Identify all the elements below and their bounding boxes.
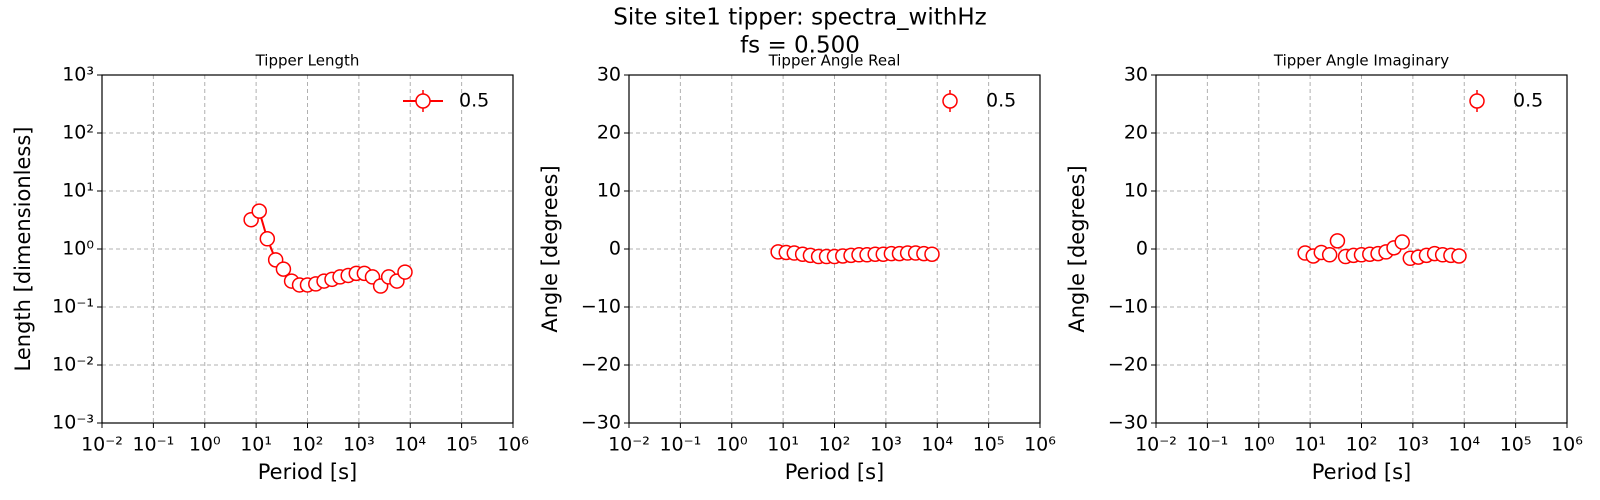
- x-tick-label: 10²: [819, 434, 851, 456]
- legend-marker: [942, 93, 958, 109]
- legend-label: 0.5: [986, 90, 1016, 112]
- legend-label: 0.5: [1513, 90, 1543, 112]
- x-axis-label: Period [s]: [785, 460, 884, 484]
- x-tick-label: 10⁶: [497, 434, 529, 456]
- x-tick-label: 10⁵: [446, 434, 478, 456]
- x-tick-label: 10¹: [767, 434, 799, 456]
- x-tick-label: 10³: [343, 434, 375, 456]
- x-tick-label: 10⁶: [1024, 434, 1056, 456]
- y-tick-label: 10⁻³: [52, 412, 94, 434]
- y-tick-label: 10: [597, 180, 621, 202]
- x-tick-label: 10⁻²: [608, 434, 650, 456]
- subplot-title: Tipper Angle Real: [768, 52, 901, 70]
- y-tick-label: 10: [1124, 180, 1148, 202]
- x-tick-label: 10⁵: [973, 434, 1005, 456]
- x-tick-label: 10¹: [240, 434, 272, 456]
- x-axis-label: Period [s]: [258, 460, 357, 484]
- plot-frame: [628, 74, 1041, 424]
- x-tick-label: 10⁰: [1243, 434, 1275, 456]
- legend-marker: [1469, 93, 1485, 109]
- y-axis-label: Angle [degrees]: [538, 165, 562, 332]
- figure-subtitle: fs = 0.500: [740, 33, 860, 59]
- y-tick-label: 30: [597, 64, 621, 86]
- x-tick-label: 10⁰: [189, 434, 221, 456]
- y-tick-label: −30: [581, 412, 621, 434]
- x-tick-label: 10⁶: [1551, 434, 1583, 456]
- data-point: [259, 231, 276, 247]
- y-tick-label: 10¹: [62, 180, 94, 202]
- y-tick-label: −10: [1108, 296, 1148, 318]
- x-tick-label: 10³: [1397, 434, 1429, 456]
- y-tick-label: 10²: [62, 122, 94, 144]
- subplot-title: Tipper Angle Imaginary: [1273, 52, 1449, 70]
- data-point: [275, 261, 292, 277]
- x-tick-label: 10⁴: [1448, 434, 1480, 456]
- x-tick-label: 10⁻¹: [1186, 434, 1228, 456]
- x-tick-label: 10⁴: [921, 434, 953, 456]
- y-tick-label: −20: [1108, 354, 1148, 376]
- plot-frame: [101, 74, 514, 424]
- x-tick-label: 10⁵: [1500, 434, 1532, 456]
- y-tick-label: 10⁰: [62, 238, 94, 260]
- y-tick-label: 20: [1124, 122, 1148, 144]
- y-tick-label: 20: [597, 122, 621, 144]
- legend-marker: [415, 93, 431, 109]
- data-point: [251, 203, 267, 219]
- x-tick-label: 10²: [292, 434, 324, 456]
- y-tick-label: 0: [609, 238, 621, 260]
- x-axis-label: Period [s]: [1312, 460, 1411, 484]
- data-point: [1451, 248, 1467, 264]
- y-tick-label: 10⁻¹: [52, 296, 94, 318]
- x-tick-label: 10²: [1346, 434, 1378, 456]
- x-tick-label: 10⁰: [716, 434, 748, 456]
- data-point: [397, 264, 413, 280]
- y-tick-label: −20: [581, 354, 621, 376]
- data-point: [924, 246, 940, 262]
- y-axis-label: Length [dimensionless]: [11, 127, 35, 372]
- y-axis-label: Angle [degrees]: [1065, 165, 1089, 332]
- x-tick-label: 10³: [870, 434, 902, 456]
- x-tick-label: 10⁻¹: [659, 434, 701, 456]
- y-tick-label: −10: [581, 296, 621, 318]
- data-point: [1321, 247, 1338, 263]
- y-tick-label: −30: [1108, 412, 1148, 434]
- plot-frame: [1155, 74, 1568, 424]
- x-tick-label: 10⁻²: [81, 434, 123, 456]
- data-point: [1394, 234, 1410, 250]
- y-tick-label: 30: [1124, 64, 1148, 86]
- legend-label: 0.5: [459, 90, 489, 112]
- subplot-title: Tipper Length: [255, 52, 360, 70]
- x-tick-label: 10⁴: [394, 434, 426, 456]
- figure-title: Site site1 tipper: spectra_withHz: [613, 5, 986, 31]
- data-point: [1329, 233, 1346, 249]
- x-tick-label: 10⁻²: [1135, 434, 1177, 456]
- x-tick-label: 10¹: [1294, 434, 1326, 456]
- x-tick-label: 10⁻¹: [132, 434, 174, 456]
- y-tick-label: 10⁻²: [52, 354, 94, 376]
- y-tick-label: 0: [1136, 238, 1148, 260]
- y-tick-label: 10³: [62, 64, 94, 86]
